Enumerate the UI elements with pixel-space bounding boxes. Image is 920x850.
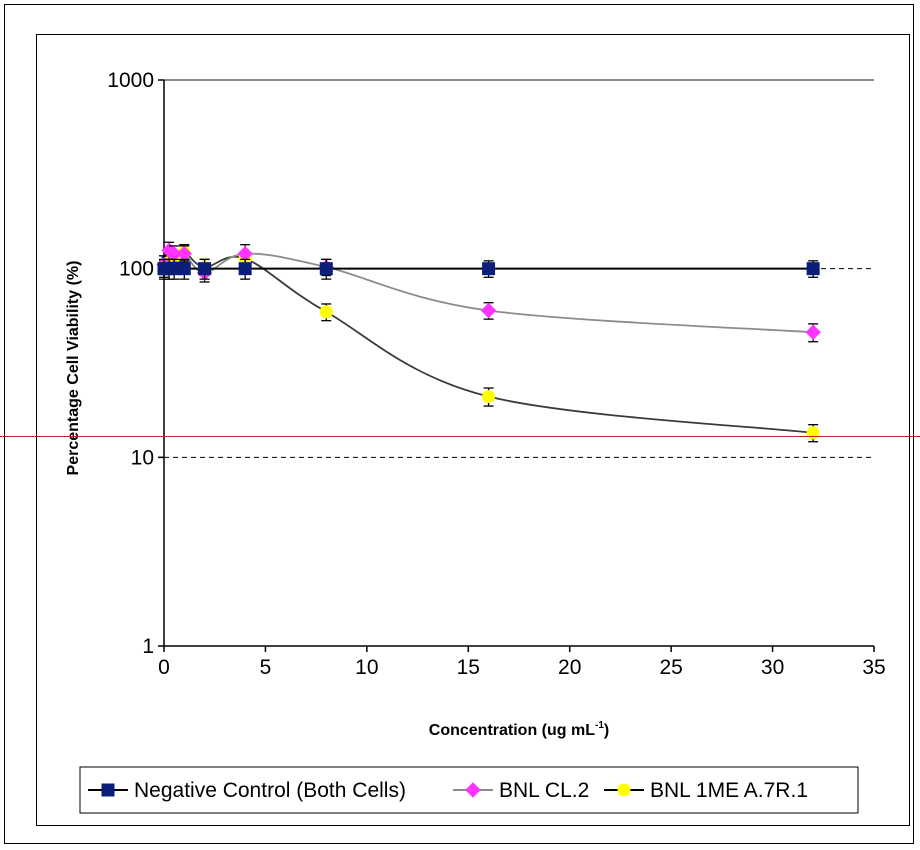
x-tick-label: 15 xyxy=(457,656,480,679)
data-point xyxy=(198,262,212,276)
chart-outer-frame xyxy=(4,4,914,844)
legend-label-3: BNL 1ME A.7R.1 xyxy=(650,779,808,802)
x-tick-label: 30 xyxy=(761,656,784,679)
data-point xyxy=(806,426,820,440)
legend-label-1: Negative Control (Both Cells) xyxy=(134,779,406,802)
legend-marker-2 xyxy=(465,782,481,798)
series-1-points xyxy=(157,258,820,280)
data-point xyxy=(482,390,496,404)
x-tick-label: 10 xyxy=(355,656,378,679)
legend-marker-1 xyxy=(101,783,115,797)
chart-area-frame xyxy=(36,34,910,826)
data-point xyxy=(806,262,820,276)
x-tick-label: 20 xyxy=(558,656,581,679)
tick-labels: 1 10 100 1000 0 5 10 15 20 25 30 35 xyxy=(107,69,885,679)
x-tick-label: 35 xyxy=(862,656,885,679)
data-point xyxy=(805,324,821,341)
y-tick-label: 1000 xyxy=(107,69,154,92)
y-tick-label: 10 xyxy=(131,446,154,469)
data-point xyxy=(319,262,333,276)
legend: Negative Control (Both Cells) BNL CL.2 BNL… xyxy=(79,766,859,814)
series-layer xyxy=(156,241,821,443)
data-point xyxy=(238,262,252,276)
data-point xyxy=(482,262,496,276)
x-tick-label: 25 xyxy=(659,656,682,679)
legend-marker-3 xyxy=(617,783,631,797)
red-horizontal-rule xyxy=(0,436,920,437)
data-point xyxy=(480,302,497,319)
y-tick-label: 100 xyxy=(119,258,154,281)
y-axis-title: Percentage Cell Viability (%) xyxy=(65,261,82,476)
x-axis-title-main: Concentration (ug mL xyxy=(429,722,595,739)
axes-layer xyxy=(158,79,875,652)
data-point xyxy=(177,262,191,276)
x-axis-title-superscript: -1 xyxy=(595,720,604,731)
y-tick-label: 1 xyxy=(142,635,154,658)
x-tick-label: 5 xyxy=(260,656,272,679)
x-axis-title: Concentration (ug mL-1) xyxy=(429,720,609,739)
legend-label-2: BNL CL.2 xyxy=(499,779,589,802)
data-point xyxy=(319,305,333,319)
x-axis-title-close: ) xyxy=(604,722,609,739)
x-tick-label: 0 xyxy=(158,656,170,679)
